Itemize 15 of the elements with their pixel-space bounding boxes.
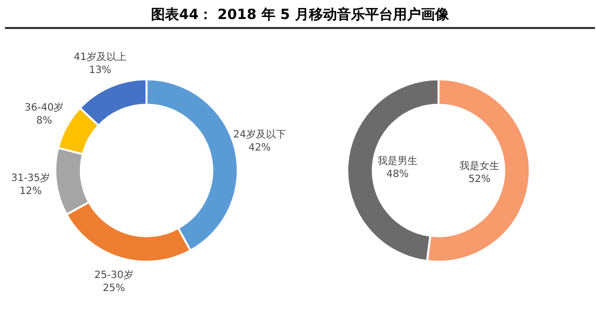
data-label: 42% xyxy=(248,142,271,154)
slice-label: 31-35岁 xyxy=(11,172,50,184)
data-label: 48% xyxy=(386,169,409,180)
slice-label: 25-30岁 xyxy=(94,268,134,281)
slice-label: 我是女生 xyxy=(459,160,500,172)
slice-label: 24岁及以下 xyxy=(233,128,286,141)
data-label: 12% xyxy=(20,186,42,198)
chart-title: 图表44： 2018 年 5 月移动音乐平台用户画像 xyxy=(151,6,449,25)
slice-label: 36-40岁 xyxy=(24,101,64,114)
data-label: 52% xyxy=(468,174,491,186)
data-label: 13% xyxy=(89,65,112,76)
slice-label: 41岁及以上 xyxy=(74,50,126,63)
data-label: 8% xyxy=(36,116,52,127)
data-label: 25% xyxy=(102,283,126,294)
slice-label: 我是男生 xyxy=(378,154,418,167)
